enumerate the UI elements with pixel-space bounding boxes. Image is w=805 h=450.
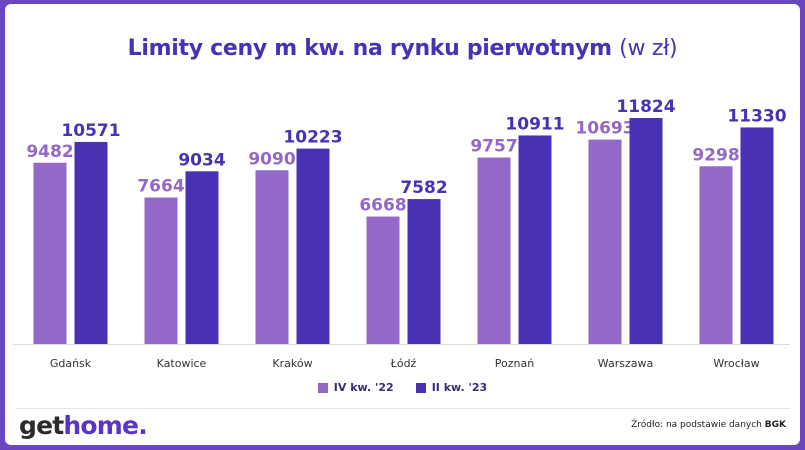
data-label-gdansk-series-2: 10571 [61,121,120,141]
bar-wroclaw-series-1 [699,166,733,344]
data-label-poznan-series-1: 9757 [470,137,517,157]
logo-home: home [63,411,139,440]
legend-label-series-1: IV kw. '22 [333,381,394,394]
logo-dot: . [138,411,147,440]
bar-lodz-series-1 [366,216,400,344]
bar-poznan-series-1 [477,157,511,344]
bar-poznan-series-2 [518,135,552,344]
data-label-gdansk-series-1: 9482 [26,142,73,162]
legend-swatch-series-2 [415,382,426,393]
legend-item-series-1: IV kw. '22 [317,381,394,394]
bar-lodz-series-2 [407,199,441,344]
category-label-wroclaw: Wrocław [713,357,759,370]
chart-title: Limity ceny m kw. na rynku pierwotnym (w… [5,36,800,61]
bar-krakow-series-1 [255,170,289,344]
category-label-gdansk: Gdańsk [50,357,92,370]
source-org: BGK [764,420,786,430]
bar-warszawa-series-1 [588,139,622,344]
legend-label-series-2: II kw. '23 [431,381,488,394]
data-label-katowice-series-1: 7664 [137,177,184,197]
bar-katowice-series-1 [144,197,178,344]
data-label-wroclaw-series-1: 9298 [692,145,739,165]
category-label-krakow: Kraków [272,357,312,370]
data-label-katowice-series-2: 9034 [178,150,225,170]
legend-swatch-series-1 [317,382,328,393]
data-label-warszawa-series-2: 11824 [616,97,675,117]
category-label-katowice: Katowice [157,357,207,370]
chart-title-unit: (w zł) [619,36,678,61]
chart-frame: Limity ceny m kw. na rynku pierwotnym (w… [5,4,800,445]
legend-item-series-2: II kw. '23 [415,381,488,394]
category-label-poznan: Poznań [495,357,534,370]
category-label-warszawa: Warszawa [598,357,653,370]
data-label-wroclaw-series-2: 11330 [727,106,786,126]
logo-get: get [19,411,64,440]
data-label-lodz-series-1: 6668 [359,196,406,216]
bar-gdansk-series-1 [33,162,67,344]
data-label-warszawa-series-1: 10693 [575,119,634,139]
bar-krakow-series-2 [296,148,330,344]
data-label-krakow-series-1: 9090 [248,149,295,169]
bar-warszawa-series-2 [629,118,663,344]
bar-katowice-series-2 [185,171,219,344]
legend: IV kw. '22 II kw. '23 [5,381,800,394]
source-prefix: Źródło: na podstawie danych [631,420,762,430]
footer-divider [15,408,790,409]
gethome-logo: gethome. [19,411,148,440]
bar-gdansk-series-2 [74,141,108,344]
bar-wroclaw-series-2 [740,127,774,344]
category-label-lodz: Łódź [390,357,417,370]
data-label-poznan-series-2: 10911 [505,114,564,134]
data-label-lodz-series-2: 7582 [400,178,447,198]
chart-title-main: Limity ceny m kw. na rynku pierwotnym [127,36,612,61]
data-label-krakow-series-2: 10223 [283,128,342,148]
source-note: Źródło: na podstawie danych BGK [631,420,786,430]
